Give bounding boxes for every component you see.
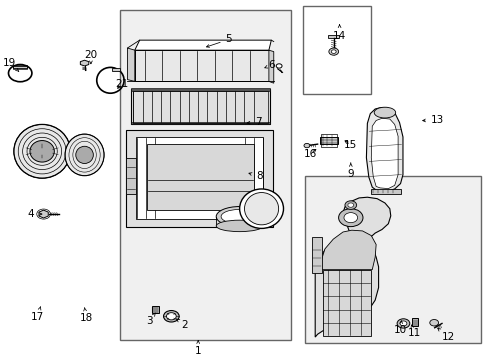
Bar [120, 10, 290, 339]
Text: 9: 9 [347, 163, 353, 179]
Text: 18: 18 [79, 307, 92, 323]
Polygon shape [311, 237, 321, 273]
Circle shape [330, 50, 335, 53]
Ellipse shape [216, 220, 263, 231]
Text: 20: 20 [84, 50, 97, 64]
Text: 14: 14 [332, 25, 346, 41]
Text: 8: 8 [248, 171, 262, 181]
Circle shape [344, 201, 356, 210]
Bar [112, 68, 120, 71]
Polygon shape [126, 130, 272, 226]
Circle shape [163, 311, 179, 322]
Circle shape [338, 209, 362, 226]
Text: 15: 15 [344, 140, 357, 150]
Text: 19: 19 [3, 58, 19, 71]
Bar [370, 189, 400, 194]
Text: 12: 12 [437, 328, 454, 342]
Ellipse shape [30, 140, 54, 162]
Text: 11: 11 [407, 325, 420, 338]
Text: 13: 13 [422, 115, 443, 125]
Ellipse shape [221, 210, 258, 224]
Polygon shape [147, 144, 254, 211]
Polygon shape [370, 118, 397, 189]
Bar [131, 88, 270, 91]
Text: 3: 3 [146, 313, 155, 325]
Text: 5: 5 [206, 35, 232, 47]
Polygon shape [322, 270, 370, 336]
Ellipse shape [373, 107, 395, 118]
Bar [131, 122, 270, 125]
Polygon shape [366, 108, 402, 192]
Polygon shape [127, 48, 135, 81]
Text: 21: 21 [115, 79, 128, 89]
Ellipse shape [65, 134, 104, 176]
Bar [131, 89, 270, 125]
Text: 16: 16 [303, 149, 316, 159]
Circle shape [304, 143, 309, 148]
Ellipse shape [216, 207, 263, 226]
Circle shape [399, 321, 406, 326]
Circle shape [343, 213, 357, 223]
Bar [303, 6, 370, 94]
Polygon shape [319, 137, 337, 144]
Bar [152, 306, 158, 314]
Bar [328, 36, 338, 39]
Circle shape [396, 319, 409, 328]
Bar [133, 91, 268, 123]
Polygon shape [80, 60, 89, 66]
Circle shape [328, 48, 338, 55]
Circle shape [429, 319, 438, 326]
Polygon shape [315, 197, 390, 337]
Text: 17: 17 [31, 306, 44, 322]
Ellipse shape [239, 189, 283, 228]
Polygon shape [126, 158, 136, 194]
Polygon shape [39, 210, 48, 218]
Text: 7: 7 [246, 117, 261, 127]
Polygon shape [135, 50, 268, 81]
Text: 10: 10 [393, 321, 407, 335]
Text: 1: 1 [194, 341, 201, 356]
Circle shape [276, 64, 282, 68]
Circle shape [166, 313, 176, 320]
Polygon shape [135, 40, 271, 50]
Ellipse shape [244, 193, 278, 225]
Polygon shape [321, 230, 375, 270]
Bar [305, 176, 480, 343]
Ellipse shape [14, 125, 70, 178]
Circle shape [347, 203, 353, 207]
Bar [13, 66, 27, 68]
Text: 6: 6 [264, 60, 274, 70]
Polygon shape [136, 137, 263, 220]
Bar [13, 65, 27, 69]
Polygon shape [268, 50, 273, 83]
Text: 2: 2 [176, 319, 188, 330]
Ellipse shape [76, 146, 93, 163]
Bar [411, 319, 417, 326]
Text: 4: 4 [27, 209, 42, 219]
